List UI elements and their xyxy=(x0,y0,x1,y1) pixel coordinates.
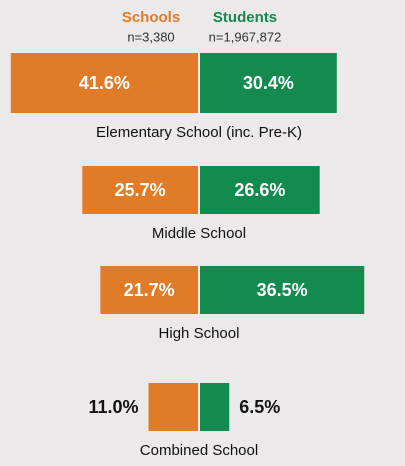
category-label: Combined School xyxy=(140,442,258,459)
value-label: 26.6% xyxy=(234,180,285,200)
value-label: 25.7% xyxy=(115,180,166,200)
bar xyxy=(200,53,337,113)
bar xyxy=(10,53,198,113)
value-label: 11.0% xyxy=(88,397,138,417)
legend-note: n=1,967,872 xyxy=(209,29,282,44)
category-label: Middle School xyxy=(152,225,246,242)
category-label: Elementary School (inc. Pre-K) xyxy=(96,124,302,141)
value-label: 41.6% xyxy=(79,73,130,93)
bar xyxy=(82,166,198,214)
bar xyxy=(200,383,230,431)
bar xyxy=(200,266,365,314)
value-label: 21.7% xyxy=(124,280,175,300)
legend-note: n=3,380 xyxy=(127,29,174,44)
value-label: 6.5% xyxy=(239,397,280,417)
legend-label: Students xyxy=(213,9,277,26)
value-label: 30.4% xyxy=(243,73,294,93)
bar xyxy=(200,166,320,214)
category-label: High School xyxy=(159,325,240,342)
bar xyxy=(100,266,198,314)
value-label: 36.5% xyxy=(257,280,308,300)
legend-label: Schools xyxy=(122,9,180,26)
bar xyxy=(148,383,198,431)
